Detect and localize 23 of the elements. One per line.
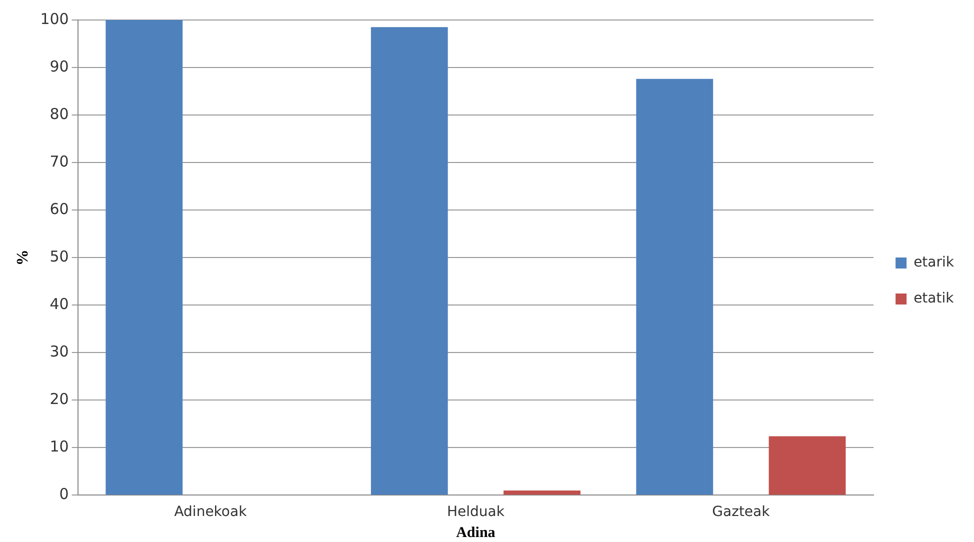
bar [636,78,714,495]
y-tick-label: 20 [50,390,69,408]
y-tick-label: 10 [50,438,69,456]
y-tick-label: 80 [50,104,69,123]
y-tick-label: 90 [50,57,69,76]
y-tick-label: 100 [40,10,69,28]
bar [504,490,580,495]
bar [768,436,846,495]
y-tick-label: 0 [59,485,69,504]
legend-label: etarik [914,254,955,271]
y-tick-label: 50 [50,247,69,266]
y-tick-label: 70 [50,152,69,170]
x-tick-label: Adinekoak [174,504,248,520]
bar [106,20,183,495]
y-tick-label: 40 [50,295,69,314]
legend-label: etatik [914,290,955,307]
x-axis-title: Adina [456,524,496,541]
y-tick-label: 60 [50,200,69,218]
bar [370,27,448,495]
y-tick-label: 30 [50,342,69,361]
y-axis-title: % [14,250,32,266]
x-tick-label: Gazteak [712,504,771,520]
x-tick-label: Helduak [446,504,506,520]
